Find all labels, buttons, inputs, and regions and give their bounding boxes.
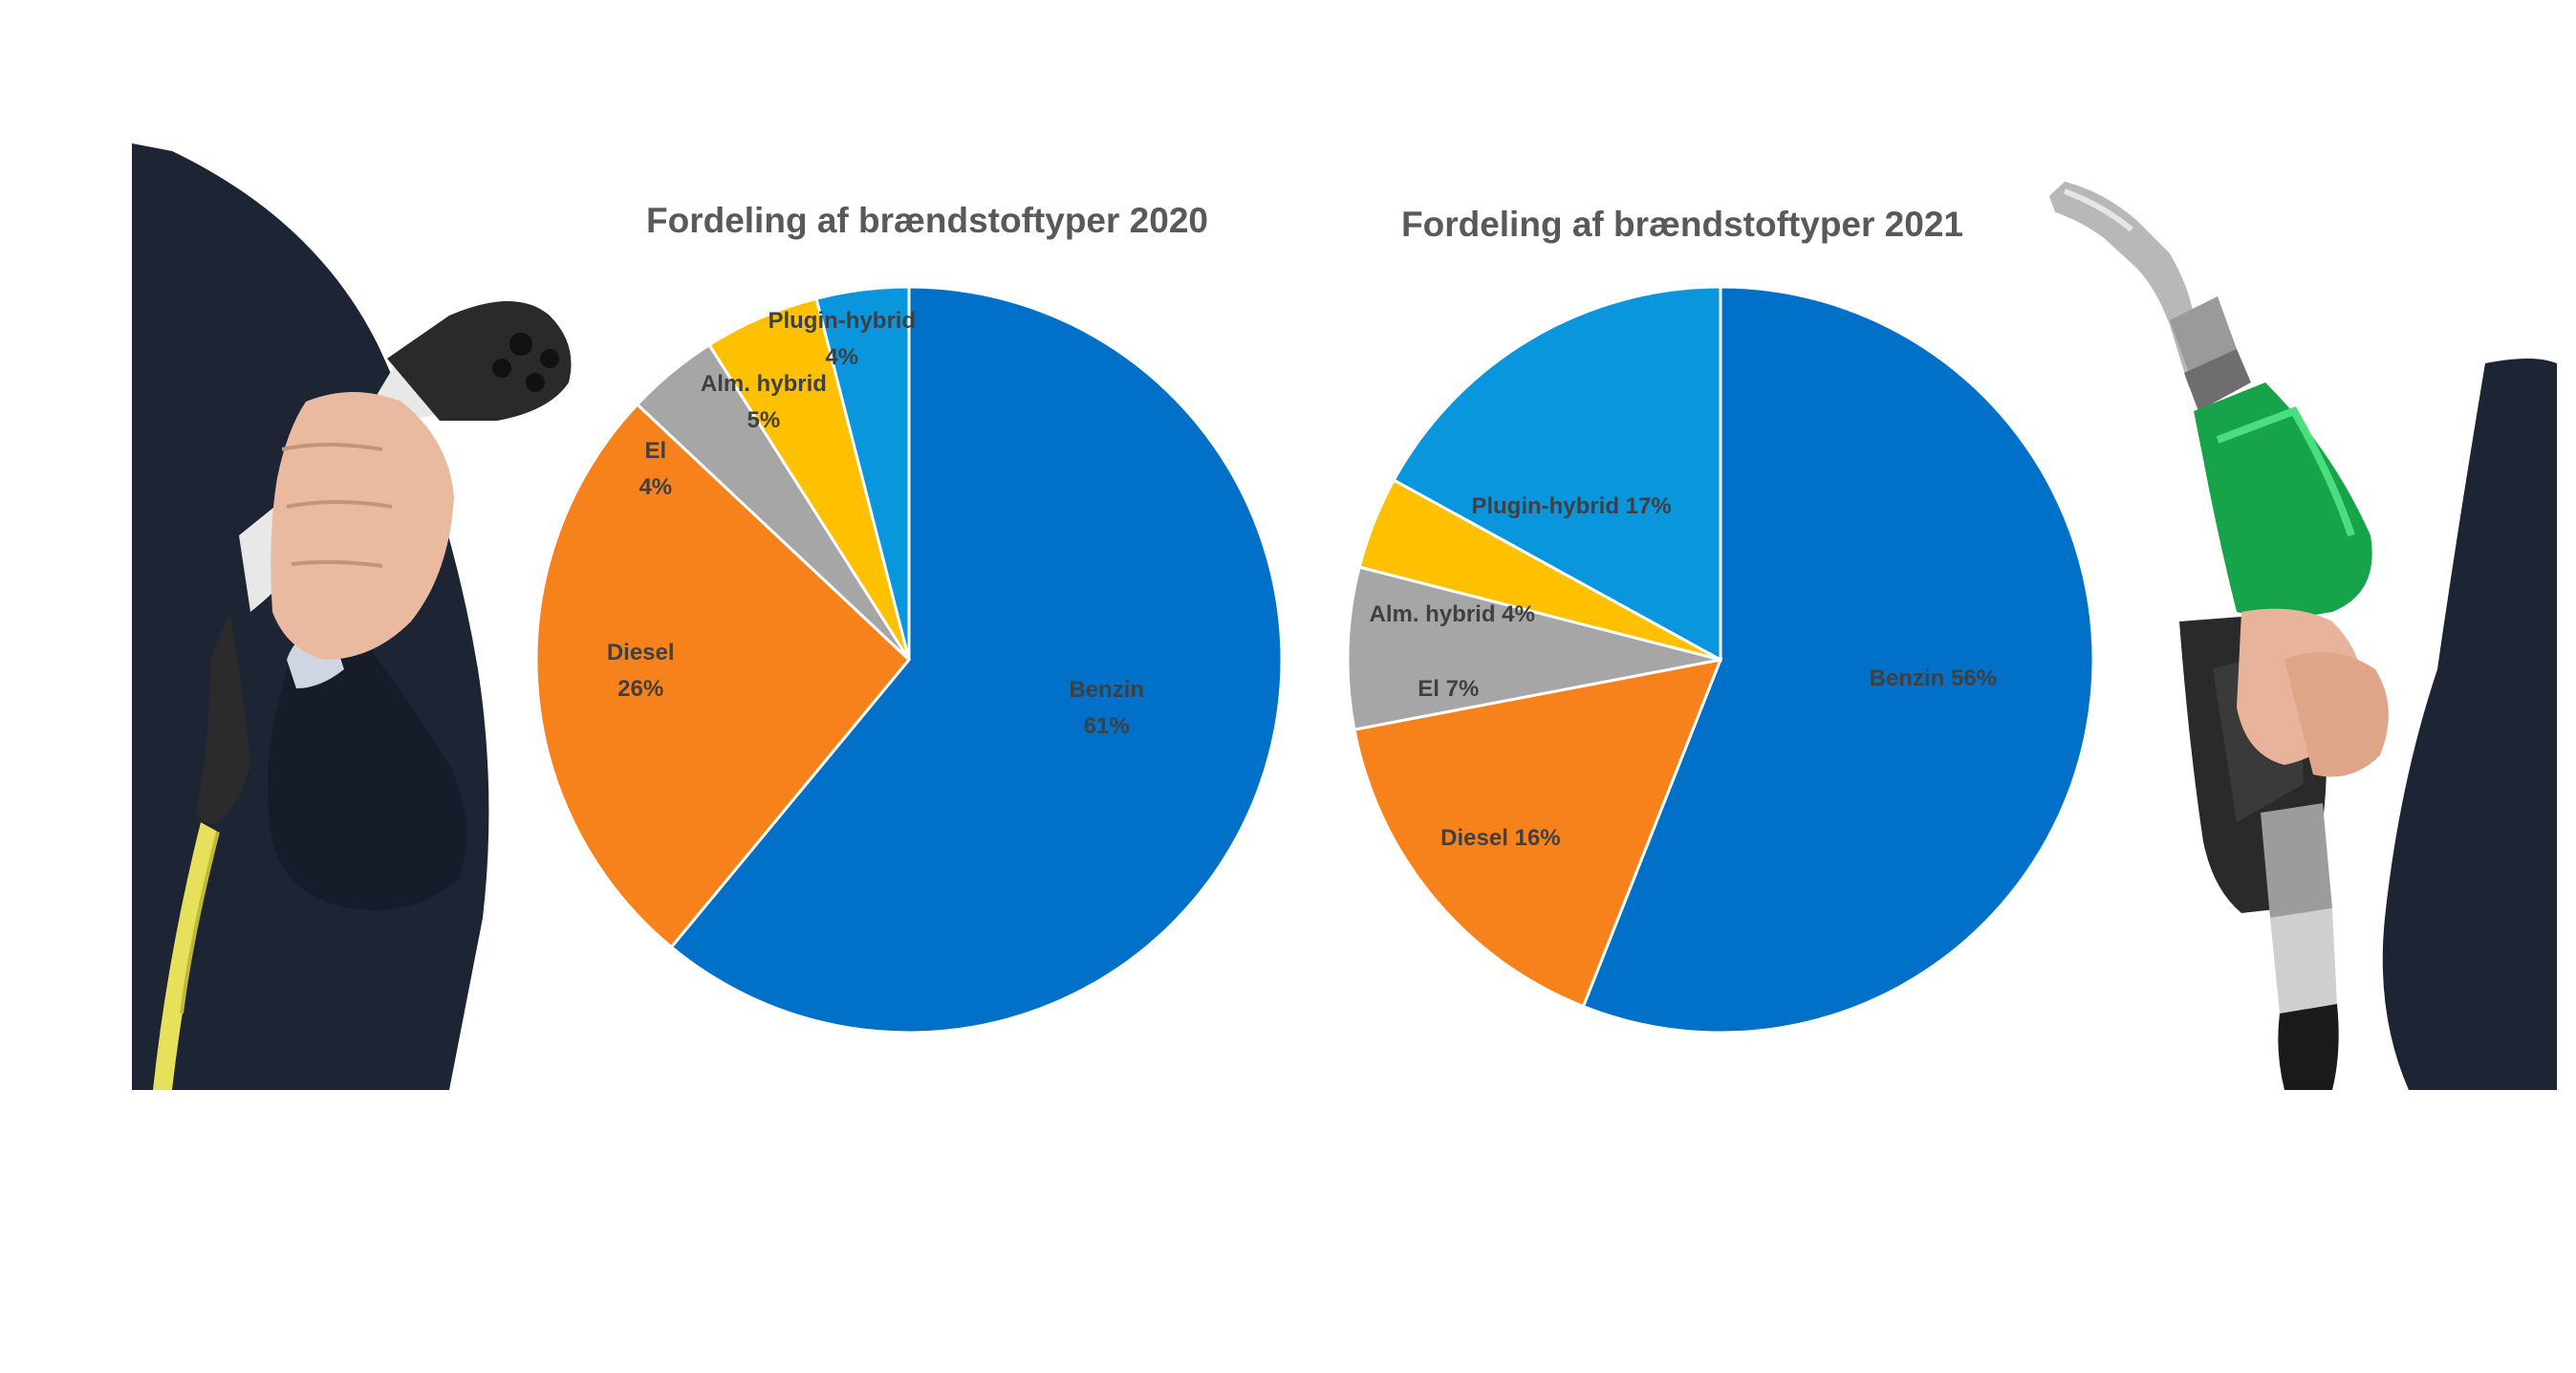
slice-label-plugin-hybrid-2021: Plugin-hybrid 17% xyxy=(1471,489,1671,525)
slice-name: Alm. hybrid xyxy=(700,370,827,397)
pie-slice-diesel-2021 xyxy=(1353,658,1723,1009)
slice-label-el-2021: El 7% xyxy=(1418,671,1479,708)
fuel-pump-nozzle-photo-icon xyxy=(2049,182,2557,1090)
pie-slice-plugin-hybrid-2021 xyxy=(1392,285,1722,663)
slice-name: Diesel xyxy=(606,639,675,665)
slice-name-and-percent: Plugin-hybrid 17% xyxy=(1471,493,1672,520)
chart-title-2020: Fordeling af brændstoftyper 2020 xyxy=(646,201,1208,240)
pie-slice-el-2021 xyxy=(1346,565,1721,731)
slice-percent: 5% xyxy=(747,406,781,433)
slice-label-el-2020: El 4% xyxy=(639,433,672,506)
slice-name-and-percent: Diesel 16% xyxy=(1440,825,1561,852)
slice-label-benzin-2020: Benzin 61% xyxy=(1069,672,1144,745)
slice-label-alm-hybrid-2021: Alm. hybrid 4% xyxy=(1370,597,1535,633)
slice-percent: 4% xyxy=(639,474,673,501)
slice-label-plugin-hybrid-2020: Plugin-hybrid 4% xyxy=(768,303,916,376)
pie-slice-plugin-hybrid-2020 xyxy=(814,285,911,661)
slice-label-diesel-2021: Diesel 16% xyxy=(1440,820,1560,857)
slice-label-benzin-2021: Benzin 56% xyxy=(1870,661,1997,697)
pie-slice-benzin-2021 xyxy=(1581,285,2095,1035)
pie-slice-diesel-2020 xyxy=(534,402,912,949)
slice-name-and-percent: Alm. hybrid 4% xyxy=(1369,601,1535,628)
slice-name: Plugin-hybrid xyxy=(768,307,917,334)
slice-name: El xyxy=(644,438,667,465)
slice-name: Benzin xyxy=(1069,676,1145,703)
slice-label-diesel-2020: Diesel 26% xyxy=(607,635,675,708)
ev-charging-plug-photo-icon xyxy=(132,143,572,1090)
slice-name-and-percent: Benzin 56% xyxy=(1869,665,1997,691)
chart-title-2021: Fordeling af brændstoftyper 2021 xyxy=(1401,205,1963,244)
slice-name-and-percent: El 7% xyxy=(1418,676,1480,703)
slice-percent: 26% xyxy=(617,675,664,702)
pie-slice-benzin-2020 xyxy=(669,285,1284,1035)
slice-percent: 61% xyxy=(1083,712,1130,739)
slice-label-alm-hybrid-2020: Alm. hybrid 5% xyxy=(701,366,827,439)
slice-percent: 4% xyxy=(825,343,859,370)
